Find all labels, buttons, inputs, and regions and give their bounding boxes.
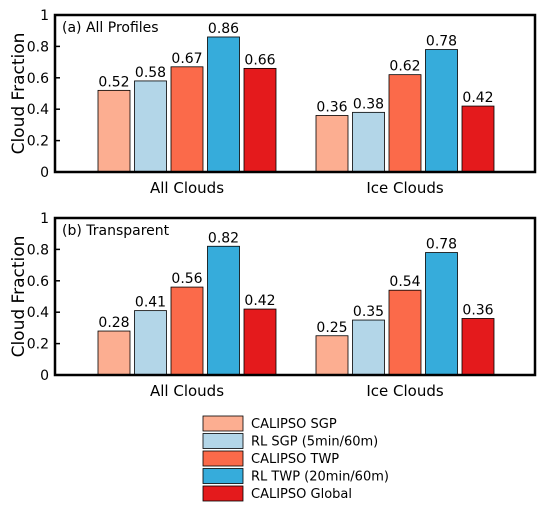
panel-label: (a) All Profiles	[62, 20, 159, 36]
bar	[315, 335, 349, 376]
bar-value-label: 0.35	[353, 304, 384, 320]
y-tick-label: 0.2	[27, 134, 49, 150]
bar-value-label: 0.67	[171, 51, 202, 67]
bar-value-label: 0.86	[208, 21, 239, 37]
bar	[352, 319, 385, 376]
bar-value-label: 0.62	[389, 59, 420, 75]
legend-entry-label: RL SGP (5min/60m)	[251, 435, 378, 450]
y-tick-label: 1	[40, 211, 49, 227]
bar-value-label: 0.42	[462, 90, 493, 106]
bar-value-label: 0.28	[98, 315, 129, 331]
legend-swatch	[202, 468, 244, 484]
legend: CALIPSO SGP RL SGP (5min/60m) CALIPSO TWP R…	[202, 415, 389, 502]
bar	[207, 36, 240, 173]
bar	[425, 252, 458, 376]
chart-panels: 0 0.2 0.4 0.6 0.8 1 Cloud Fraction 0.52 0.58 0.67…	[9, 8, 537, 400]
bar	[243, 67, 277, 173]
bar-value-label: 0.82	[208, 230, 239, 246]
chart-panel-a: 0 0.2 0.4 0.6 0.8 1 Cloud Fraction 0.52 0.58 0.67…	[9, 8, 537, 197]
bar-value-label: 0.58	[135, 65, 166, 81]
bar-value-label: 0.42	[244, 293, 275, 309]
panel-label: (b) Transparent	[62, 223, 170, 239]
y-axis-label: Cloud Fraction	[9, 33, 29, 155]
bar-value-label: 0.66	[244, 52, 275, 68]
bar-value-label: 0.41	[135, 295, 166, 311]
bar	[134, 310, 167, 376]
bar	[461, 318, 495, 376]
plot-frame	[53, 216, 537, 377]
y-tick-label: 0.6	[27, 274, 49, 290]
bar-value-label: 0.25	[316, 320, 347, 336]
legend-entry-label: RL TWP (20min/60m)	[251, 470, 389, 485]
y-tick-label: 1	[40, 8, 49, 24]
y-tick-label: 0.2	[27, 337, 49, 353]
category-label: All Clouds	[150, 179, 224, 197]
y-axis-label: Cloud Fraction	[9, 236, 29, 358]
y-tick-label: 0	[40, 165, 49, 181]
bar	[388, 74, 422, 173]
legend-swatch	[202, 415, 244, 432]
bar	[207, 245, 240, 376]
legend-swatch	[202, 485, 244, 502]
category-label: Ice Clouds	[366, 179, 444, 197]
bar	[97, 89, 131, 173]
bar-value-label: 0.38	[353, 96, 384, 112]
category-label: Ice Clouds	[366, 382, 444, 400]
bar	[134, 80, 167, 173]
legend-entry-label: CALIPSO SGP	[251, 417, 337, 432]
bar	[170, 66, 204, 173]
y-tick-label: 0.4	[27, 102, 49, 118]
y-tick-label: 0.8	[27, 242, 49, 258]
bar	[425, 49, 458, 173]
bar-value-label: 0.78	[426, 237, 457, 253]
bar	[97, 330, 131, 376]
bar-value-label: 0.56	[171, 271, 202, 287]
category-label: All Clouds	[150, 382, 224, 400]
bar	[388, 289, 422, 376]
bar	[243, 308, 277, 376]
y-tick-label: 0.6	[27, 71, 49, 87]
y-tick-label: 0	[40, 368, 49, 384]
chart-panel-b: 0 0.2 0.4 0.6 0.8 1 Cloud Fraction 0.28 0.41 0.56…	[9, 211, 537, 400]
bar	[352, 111, 385, 173]
bar-value-label: 0.78	[426, 34, 457, 50]
bar-value-label: 0.36	[462, 302, 493, 318]
bar	[461, 105, 495, 173]
bar	[170, 286, 204, 376]
legend-entry-label: CALIPSO TWP	[251, 452, 339, 467]
y-tick-label: 0.4	[27, 305, 49, 321]
bar-value-label: 0.52	[98, 74, 129, 90]
bar	[315, 115, 349, 173]
legend-swatch	[202, 450, 244, 467]
bar-value-label: 0.36	[316, 99, 347, 115]
plot-frame	[53, 13, 537, 174]
bar-value-label: 0.54	[389, 274, 420, 290]
legend-entry-label: CALIPSO Global	[251, 487, 352, 502]
y-tick-label: 0.8	[27, 39, 49, 55]
legend-swatch	[202, 433, 244, 449]
